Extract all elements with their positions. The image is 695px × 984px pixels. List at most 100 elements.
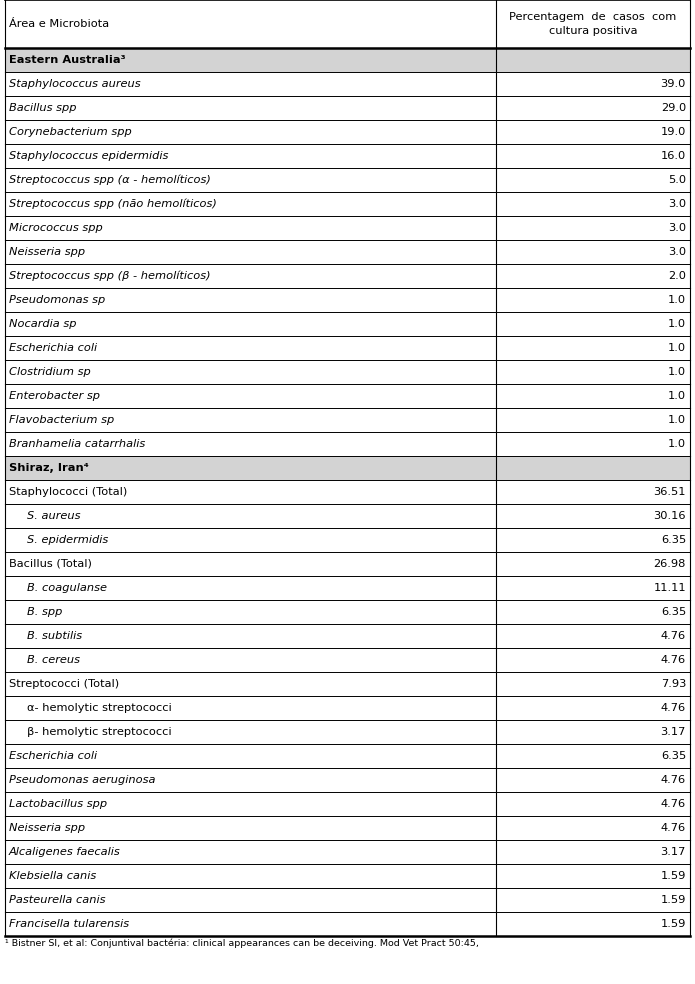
Bar — [5, 720, 690, 744]
Bar — [5, 840, 690, 864]
Text: 1.0: 1.0 — [668, 319, 686, 329]
Text: 1.0: 1.0 — [668, 415, 686, 425]
Bar — [5, 816, 690, 840]
Text: 36.51: 36.51 — [653, 487, 686, 497]
Text: Klebsiella canis: Klebsiella canis — [9, 871, 96, 881]
Text: Neisseria spp: Neisseria spp — [9, 823, 85, 833]
Text: 1.0: 1.0 — [668, 439, 686, 449]
Text: Micrococcus spp: Micrococcus spp — [9, 223, 103, 233]
Bar — [5, 72, 690, 96]
Text: 7.93: 7.93 — [661, 679, 686, 689]
Bar — [5, 144, 690, 168]
Text: B. subtilis: B. subtilis — [27, 631, 82, 641]
Bar — [5, 552, 690, 576]
Text: Bacillus (Total): Bacillus (Total) — [9, 559, 92, 569]
Text: 11.11: 11.11 — [653, 583, 686, 593]
Text: 1.59: 1.59 — [661, 919, 686, 929]
Bar — [5, 792, 690, 816]
Text: 1.59: 1.59 — [661, 871, 686, 881]
Text: 1.0: 1.0 — [668, 343, 686, 353]
Text: Escherichia coli: Escherichia coli — [9, 343, 97, 353]
Text: 3.0: 3.0 — [668, 199, 686, 209]
Text: Staphylococci (Total): Staphylococci (Total) — [9, 487, 127, 497]
Text: Enterobacter sp: Enterobacter sp — [9, 391, 100, 401]
Text: Streptococcus spp (α - hemolíticos): Streptococcus spp (α - hemolíticos) — [9, 175, 211, 185]
Text: Lactobacillus spp: Lactobacillus spp — [9, 799, 107, 809]
Text: ¹ Bistner SI, et al: Conjuntival bactéria: clinical appearances can be deceiving: ¹ Bistner SI, et al: Conjuntival bactéri… — [5, 939, 479, 949]
Bar — [5, 432, 690, 456]
Text: Shiraz, Iran⁴: Shiraz, Iran⁴ — [9, 463, 89, 473]
Bar — [5, 288, 690, 312]
Text: 19.0: 19.0 — [661, 127, 686, 137]
Text: Staphylococcus epidermidis: Staphylococcus epidermidis — [9, 151, 168, 161]
Text: 4.76: 4.76 — [661, 655, 686, 665]
Bar — [5, 384, 690, 408]
Text: 4.76: 4.76 — [661, 799, 686, 809]
Text: 29.0: 29.0 — [661, 103, 686, 113]
Bar — [5, 912, 690, 936]
Text: Staphylococcus aureus: Staphylococcus aureus — [9, 79, 140, 89]
Text: β- hemolytic streptococci: β- hemolytic streptococci — [27, 727, 172, 737]
Text: B. cereus: B. cereus — [27, 655, 80, 665]
Bar — [5, 360, 690, 384]
Text: 4.76: 4.76 — [661, 703, 686, 713]
Text: 26.98: 26.98 — [653, 559, 686, 569]
Text: 16.0: 16.0 — [661, 151, 686, 161]
Text: B. coagulanse: B. coagulanse — [27, 583, 107, 593]
Text: 4.76: 4.76 — [661, 631, 686, 641]
Text: 1.0: 1.0 — [668, 295, 686, 305]
Text: 4.76: 4.76 — [661, 823, 686, 833]
Bar — [5, 264, 690, 288]
Bar — [5, 336, 690, 360]
Text: 30.16: 30.16 — [653, 511, 686, 521]
Bar — [5, 504, 690, 528]
Bar — [5, 216, 690, 240]
Text: 6.35: 6.35 — [661, 607, 686, 617]
Text: 3.17: 3.17 — [661, 847, 686, 857]
Text: 4.76: 4.76 — [661, 775, 686, 785]
Text: Clostridium sp: Clostridium sp — [9, 367, 91, 377]
Bar — [5, 768, 690, 792]
Bar — [5, 528, 690, 552]
Text: Streptococcus spp (não hemolíticos): Streptococcus spp (não hemolíticos) — [9, 199, 217, 210]
Text: 3.0: 3.0 — [668, 247, 686, 257]
Bar — [5, 312, 690, 336]
Text: Flavobacterium sp: Flavobacterium sp — [9, 415, 114, 425]
Text: 3.17: 3.17 — [661, 727, 686, 737]
Text: Branhamelia catarrhalis: Branhamelia catarrhalis — [9, 439, 145, 449]
Bar — [5, 240, 690, 264]
Bar — [5, 696, 690, 720]
Text: 1.0: 1.0 — [668, 367, 686, 377]
Text: 6.35: 6.35 — [661, 535, 686, 545]
Text: Percentagem  de  casos  com
cultura positiva: Percentagem de casos com cultura positiv… — [509, 13, 677, 35]
Bar — [5, 96, 690, 120]
Text: Bacillus spp: Bacillus spp — [9, 103, 76, 113]
Text: 39.0: 39.0 — [661, 79, 686, 89]
Bar — [5, 888, 690, 912]
Text: Corynebacterium spp: Corynebacterium spp — [9, 127, 132, 137]
Text: Francisella tularensis: Francisella tularensis — [9, 919, 129, 929]
Text: 5.0: 5.0 — [668, 175, 686, 185]
Text: Streptococcus spp (β - hemolíticos): Streptococcus spp (β - hemolíticos) — [9, 271, 211, 281]
Bar — [5, 600, 690, 624]
Bar — [5, 48, 690, 72]
Text: Eastern Australia³: Eastern Australia³ — [9, 55, 126, 65]
Text: Escherichia coli: Escherichia coli — [9, 751, 97, 761]
Bar — [5, 576, 690, 600]
Bar — [5, 648, 690, 672]
Bar — [5, 0, 690, 48]
Text: 3.0: 3.0 — [668, 223, 686, 233]
Text: S. epidermidis: S. epidermidis — [27, 535, 108, 545]
Bar — [5, 456, 690, 480]
Bar — [5, 192, 690, 216]
Text: Streptococci (Total): Streptococci (Total) — [9, 679, 119, 689]
Text: Neisseria spp: Neisseria spp — [9, 247, 85, 257]
Text: Pseudomonas aeruginosa: Pseudomonas aeruginosa — [9, 775, 156, 785]
Bar — [5, 744, 690, 768]
Text: Nocardia sp: Nocardia sp — [9, 319, 76, 329]
Text: 1.59: 1.59 — [661, 895, 686, 905]
Text: Área e Microbiota: Área e Microbiota — [9, 19, 109, 29]
Text: α- hemolytic streptococci: α- hemolytic streptococci — [27, 703, 172, 713]
Bar — [5, 864, 690, 888]
Bar — [5, 168, 690, 192]
